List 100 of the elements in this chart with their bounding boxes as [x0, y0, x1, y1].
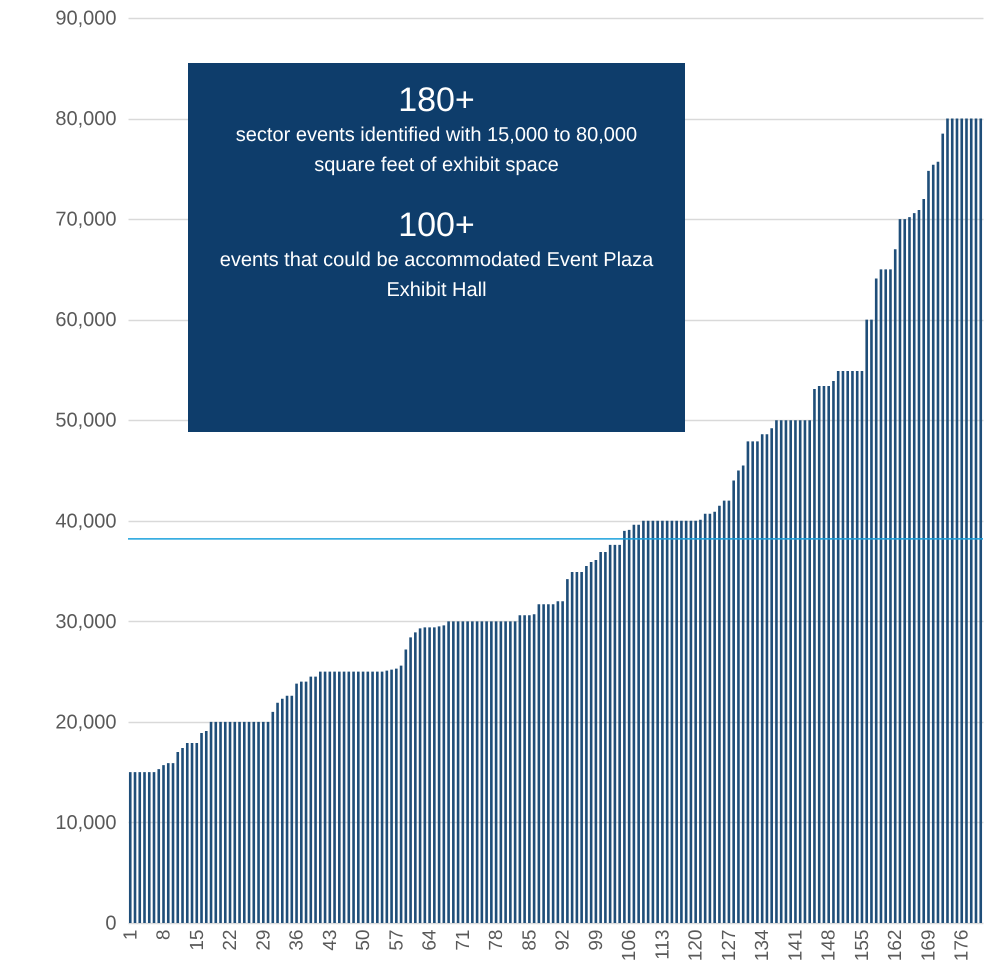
bar	[666, 520, 668, 923]
x-tick-label: 92	[552, 930, 574, 951]
bar	[556, 601, 560, 923]
bar	[646, 520, 650, 923]
bar	[276, 702, 279, 923]
bar	[286, 696, 288, 923]
y-tick-label: 20,000	[55, 711, 116, 734]
bar	[836, 370, 840, 923]
bar	[386, 670, 388, 923]
bar	[827, 386, 830, 923]
bar	[912, 213, 916, 923]
bar	[414, 632, 417, 923]
x-tick-label: 127	[718, 930, 740, 962]
bar	[813, 389, 816, 923]
bar	[918, 210, 920, 923]
bar	[257, 722, 260, 923]
bar	[656, 520, 659, 923]
bar	[884, 269, 888, 923]
bar	[304, 682, 308, 923]
bar	[552, 604, 554, 923]
bar	[485, 621, 488, 923]
bar	[632, 524, 636, 923]
annotation: sector events identified with 15,000 to 80,000 square feet of exhibit space	[234, 123, 638, 178]
x-tick-label: 176	[952, 930, 973, 962]
bar	[690, 520, 692, 923]
bar	[476, 621, 478, 923]
annotation: 100+	[397, 206, 476, 245]
bar	[713, 512, 716, 923]
bar	[661, 520, 664, 923]
bar	[395, 668, 398, 923]
bar	[504, 621, 507, 923]
bar	[670, 520, 674, 923]
bar	[433, 627, 436, 923]
bar	[538, 604, 540, 923]
y-tick-label: 70,000	[55, 208, 116, 231]
bar	[756, 441, 759, 923]
bar	[818, 386, 821, 923]
bar	[134, 772, 136, 923]
bar	[936, 162, 940, 923]
bar	[290, 696, 294, 923]
bar	[760, 434, 764, 923]
bar	[162, 765, 165, 923]
bar	[770, 428, 773, 923]
x-tick-label: 50	[353, 930, 374, 951]
bar	[798, 420, 802, 923]
bar	[599, 552, 602, 923]
bar	[728, 500, 730, 923]
bar	[946, 118, 949, 923]
bar	[704, 514, 706, 923]
bar	[462, 621, 464, 923]
x-tick-label: 134	[752, 929, 774, 962]
bar	[608, 544, 612, 923]
bar	[547, 604, 550, 923]
bar	[204, 730, 208, 923]
x-tick-label: 15	[186, 930, 208, 951]
bar	[338, 672, 341, 923]
bar	[371, 672, 374, 923]
bar	[585, 566, 588, 923]
bar	[870, 320, 873, 923]
bar	[252, 722, 256, 923]
bar	[380, 672, 384, 923]
bar	[490, 621, 493, 923]
bar	[494, 621, 498, 923]
bar	[604, 552, 607, 923]
bar	[376, 672, 379, 923]
bar	[561, 601, 564, 923]
bar	[941, 134, 944, 923]
bar	[699, 520, 702, 923]
y-tick-label: 40,000	[55, 510, 116, 532]
bar	[898, 219, 902, 923]
bar	[694, 520, 697, 923]
bar	[447, 621, 450, 923]
bar	[181, 748, 184, 923]
bar	[176, 752, 180, 923]
bar	[780, 420, 782, 923]
bar	[362, 672, 364, 923]
x-tick-label: 22	[220, 930, 242, 951]
bar	[637, 524, 640, 923]
bar	[922, 199, 926, 923]
bar	[614, 544, 616, 923]
x-tick-label: 29	[253, 930, 274, 951]
bar	[190, 743, 194, 923]
bar	[366, 672, 370, 923]
bar	[580, 572, 583, 923]
bar	[684, 520, 688, 923]
x-tick-label: 155	[852, 930, 873, 962]
bar	[652, 520, 654, 923]
bar	[314, 676, 317, 923]
bar	[219, 722, 222, 923]
bar	[195, 743, 198, 923]
bar	[708, 514, 712, 923]
bar	[927, 170, 930, 923]
x-tick-label: 162	[885, 930, 906, 962]
x-tick-label: 141	[785, 930, 806, 962]
bar	[566, 579, 569, 923]
bar	[424, 627, 426, 923]
bar	[856, 370, 859, 923]
bar	[865, 320, 868, 923]
bar	[471, 621, 474, 923]
bar	[979, 118, 982, 923]
